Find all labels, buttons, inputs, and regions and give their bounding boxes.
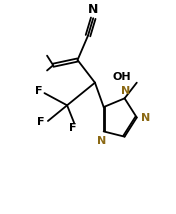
Text: N: N [88,3,98,16]
Text: OH: OH [112,72,131,82]
Text: N: N [141,113,150,122]
Text: F: F [37,117,45,127]
Text: F: F [70,123,77,133]
Text: F: F [36,86,43,96]
Text: N: N [121,86,130,96]
Text: N: N [97,136,106,146]
